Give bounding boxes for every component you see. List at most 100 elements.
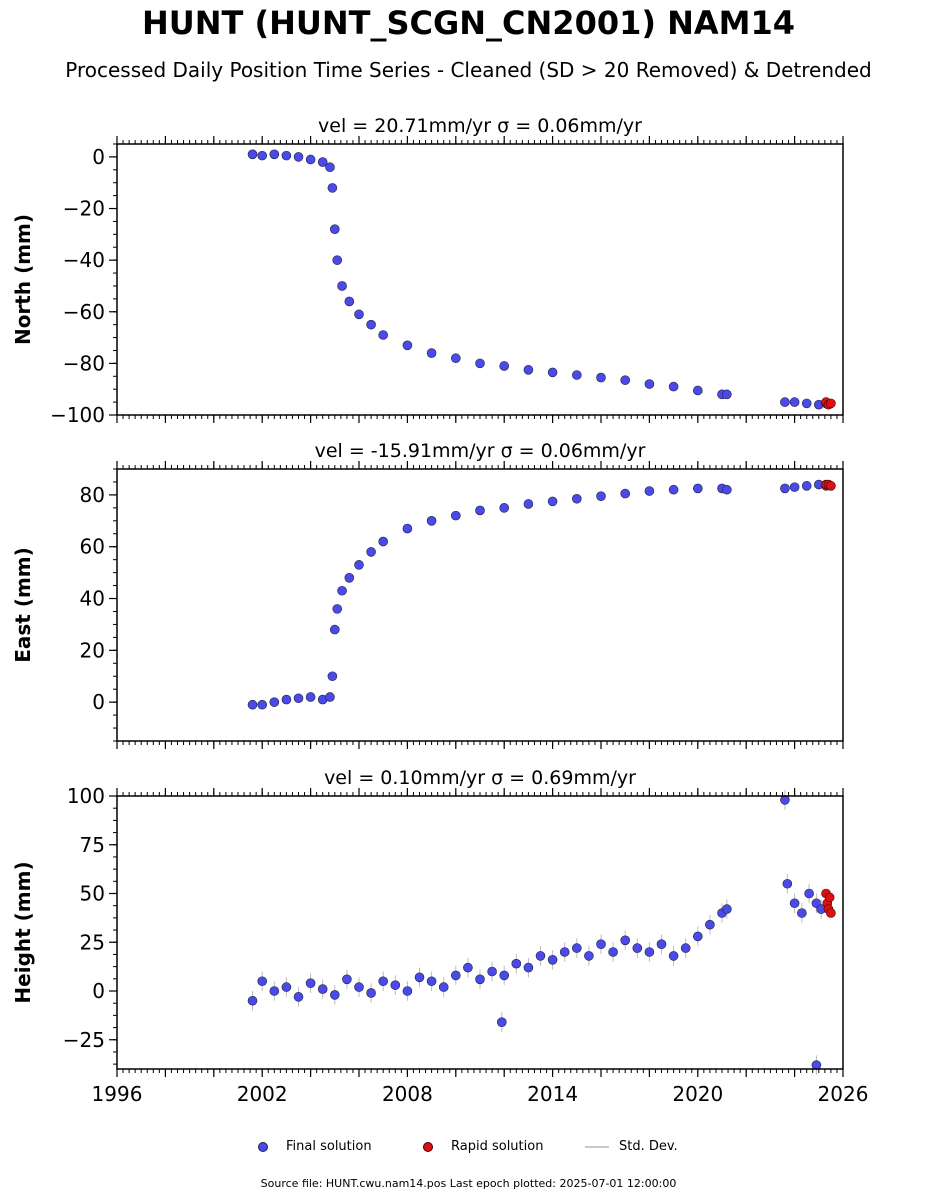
figure-title: HUNT (HUNT_SCGN_CN2001) NAM14 bbox=[141, 4, 796, 42]
final-point bbox=[596, 939, 606, 950]
final-point bbox=[559, 947, 570, 957]
final-point bbox=[247, 995, 258, 1006]
x-tick-label: 2020 bbox=[672, 1082, 723, 1106]
final-point bbox=[305, 154, 316, 165]
final-point bbox=[801, 481, 812, 491]
final-point bbox=[293, 992, 304, 1002]
final-point bbox=[257, 699, 268, 710]
y-axis-label: Height (mm) bbox=[11, 861, 35, 1003]
legend-rapid-marker bbox=[423, 1141, 433, 1152]
final-point bbox=[584, 951, 594, 961]
final-point bbox=[789, 397, 800, 407]
final-point bbox=[680, 943, 691, 953]
final-point bbox=[523, 365, 534, 375]
final-point bbox=[511, 958, 522, 969]
final-point bbox=[644, 379, 655, 389]
final-point bbox=[332, 604, 343, 614]
final-point bbox=[402, 523, 413, 534]
final-point bbox=[475, 974, 485, 985]
y-tick-label: −25 bbox=[63, 1028, 105, 1052]
legend-item-final: Final solution bbox=[258, 1139, 372, 1154]
final-point bbox=[344, 296, 355, 307]
final-point bbox=[620, 488, 631, 499]
final-point bbox=[722, 389, 732, 400]
final-point bbox=[596, 491, 606, 502]
legend-item-rapid: Rapid solution bbox=[423, 1139, 543, 1154]
final-point bbox=[281, 694, 292, 705]
y-tick-label: 25 bbox=[80, 930, 105, 954]
final-point bbox=[547, 496, 558, 507]
final-point bbox=[487, 966, 497, 977]
final-point bbox=[402, 340, 413, 351]
y-tick-label: 0 bbox=[92, 979, 105, 1003]
final-point bbox=[414, 972, 425, 983]
panel-frame bbox=[116, 468, 844, 742]
y-tick-label: 50 bbox=[80, 882, 105, 906]
final-point bbox=[705, 919, 715, 930]
y-tick-label: −100 bbox=[50, 403, 105, 427]
final-point bbox=[620, 935, 631, 946]
final-point bbox=[247, 149, 258, 160]
rapid-point bbox=[826, 398, 836, 409]
final-point bbox=[571, 370, 582, 380]
final-point bbox=[450, 510, 461, 521]
y-tick-label: 0 bbox=[92, 690, 105, 714]
legend-std-line bbox=[585, 1145, 609, 1148]
final-point bbox=[378, 536, 389, 547]
panel-frame bbox=[116, 795, 844, 1070]
final-point bbox=[692, 385, 703, 396]
legend-rapid-label: Rapid solution bbox=[451, 1139, 544, 1154]
final-point bbox=[257, 150, 268, 161]
final-point bbox=[366, 547, 376, 557]
final-point bbox=[475, 358, 485, 369]
final-point bbox=[608, 947, 618, 957]
final-point bbox=[596, 372, 606, 383]
y-tick-label: −60 bbox=[63, 300, 105, 324]
final-point bbox=[269, 697, 280, 707]
final-point bbox=[722, 484, 732, 495]
y-axis-label: North (mm) bbox=[11, 214, 35, 345]
final-point bbox=[344, 572, 355, 583]
final-point bbox=[354, 309, 364, 320]
final-point bbox=[337, 281, 347, 291]
rapid-point bbox=[826, 481, 836, 491]
final-point bbox=[499, 503, 510, 513]
final-point bbox=[325, 162, 335, 173]
final-point bbox=[426, 348, 437, 358]
legend-final-label: Final solution bbox=[286, 1139, 372, 1154]
final-point bbox=[644, 947, 655, 957]
final-point bbox=[305, 692, 316, 702]
final-point bbox=[281, 982, 292, 992]
final-point bbox=[426, 516, 437, 526]
final-point bbox=[281, 150, 292, 161]
y-tick-label: −20 bbox=[63, 197, 105, 221]
final-point bbox=[496, 1017, 507, 1028]
final-point bbox=[402, 986, 413, 996]
final-point bbox=[722, 904, 732, 914]
final-point bbox=[329, 624, 340, 635]
legend-std-label: Std. Dev. bbox=[619, 1139, 678, 1154]
final-point bbox=[523, 499, 534, 509]
x-tick-label: 2002 bbox=[237, 1082, 288, 1106]
final-point bbox=[426, 976, 437, 987]
final-point bbox=[317, 984, 328, 994]
final-point bbox=[644, 486, 655, 496]
rapid-point bbox=[826, 908, 836, 918]
final-point bbox=[438, 982, 449, 992]
x-tick-label: 2026 bbox=[818, 1082, 869, 1106]
final-point bbox=[475, 505, 485, 516]
panel-title: vel = -15.91mm/yr σ = 0.06mm/yr bbox=[315, 440, 646, 462]
final-point bbox=[797, 908, 807, 918]
final-point bbox=[780, 397, 790, 407]
final-point bbox=[692, 931, 703, 942]
y-tick-label: 40 bbox=[80, 587, 105, 611]
figure-subtitle: Processed Daily Position Time Series - C… bbox=[65, 58, 872, 82]
final-point bbox=[332, 255, 343, 265]
legend-item-std: Std. Dev. bbox=[585, 1139, 678, 1154]
final-point bbox=[789, 898, 800, 909]
y-tick-label: −80 bbox=[63, 351, 105, 375]
final-point bbox=[547, 954, 558, 965]
x-tick-label: 2008 bbox=[382, 1082, 433, 1106]
final-point bbox=[692, 483, 703, 494]
final-point bbox=[366, 319, 376, 330]
